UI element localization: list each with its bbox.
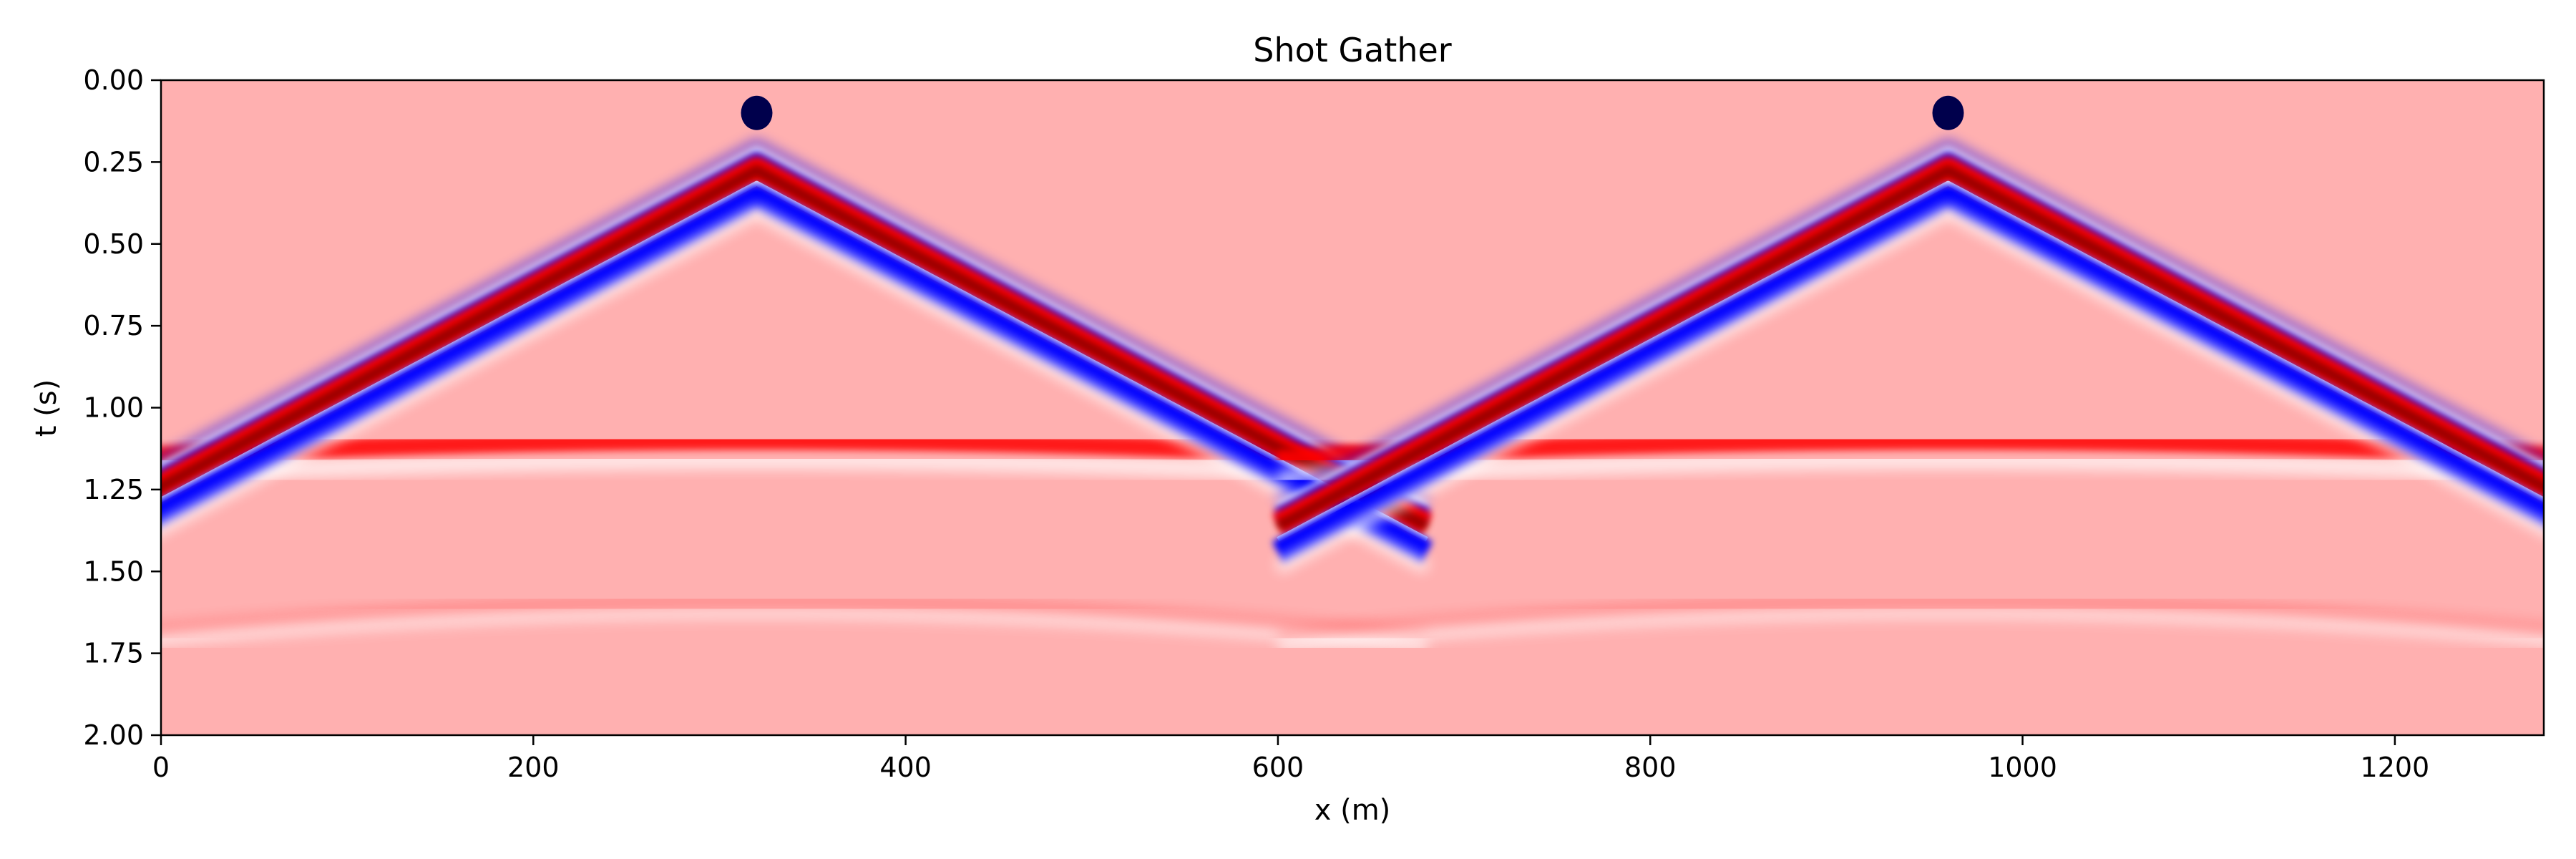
x-axis-label: x (m) [1314, 794, 1391, 827]
reflection-2-band [161, 596, 1428, 641]
reflection-2-band [161, 603, 1428, 654]
x-tick-label: 600 [1252, 752, 1304, 783]
x-tick-label: 200 [507, 752, 560, 783]
reflection-2-band [1277, 603, 2544, 654]
source-apex [1932, 95, 1964, 130]
direct-wave-band [1272, 184, 2544, 563]
direct-wave-band [161, 139, 1430, 505]
x-tick-label: 0 [152, 752, 170, 783]
direct-wave-band [1276, 147, 2544, 510]
x-tick-label: 1000 [1988, 752, 2057, 783]
direct-wave-band [161, 205, 1430, 573]
y-tick-label: 1.50 [83, 555, 144, 587]
wavefront-events [161, 95, 2544, 654]
chart-title: Shot Gather [1253, 31, 1451, 69]
direct-wave-band [161, 184, 1433, 563]
x-tick-label: 1200 [2361, 752, 2430, 783]
y-tick-label: 1.00 [83, 392, 144, 424]
source-1-wavefronts [161, 95, 1433, 654]
y-tick-label: 0.25 [83, 146, 144, 178]
y-tick-label: 0.50 [83, 228, 144, 260]
y-tick-label: 0.75 [83, 310, 144, 341]
y-tick-label: 0.00 [83, 64, 144, 96]
plot-area [161, 80, 2544, 735]
reflection-2-band [1277, 596, 2544, 641]
x-axis: 0 200 400 600 800 1000 1200 [152, 735, 2429, 783]
x-tick-label: 800 [1624, 752, 1677, 783]
reflection-1-halo [161, 450, 1428, 488]
source-apex [741, 95, 773, 130]
source-2-wavefronts [1272, 95, 2544, 654]
y-tick-label: 2.00 [83, 719, 144, 751]
direct-wave-band [1275, 164, 2544, 532]
direct-wave-band [161, 147, 1429, 510]
direct-wave-band [161, 164, 1430, 532]
reflection-1-halo [1277, 450, 2544, 488]
y-axis: 0.00 0.25 0.50 0.75 1.00 1.25 1.50 1.75 2.00 [83, 64, 161, 751]
y-tick-label: 1.75 [83, 638, 144, 669]
x-tick-label: 400 [879, 752, 932, 783]
direct-wave-band [1274, 205, 2544, 573]
direct-wave-band [1275, 139, 2544, 505]
y-tick-label: 1.25 [83, 474, 144, 505]
y-axis-label: t (s) [30, 379, 63, 437]
